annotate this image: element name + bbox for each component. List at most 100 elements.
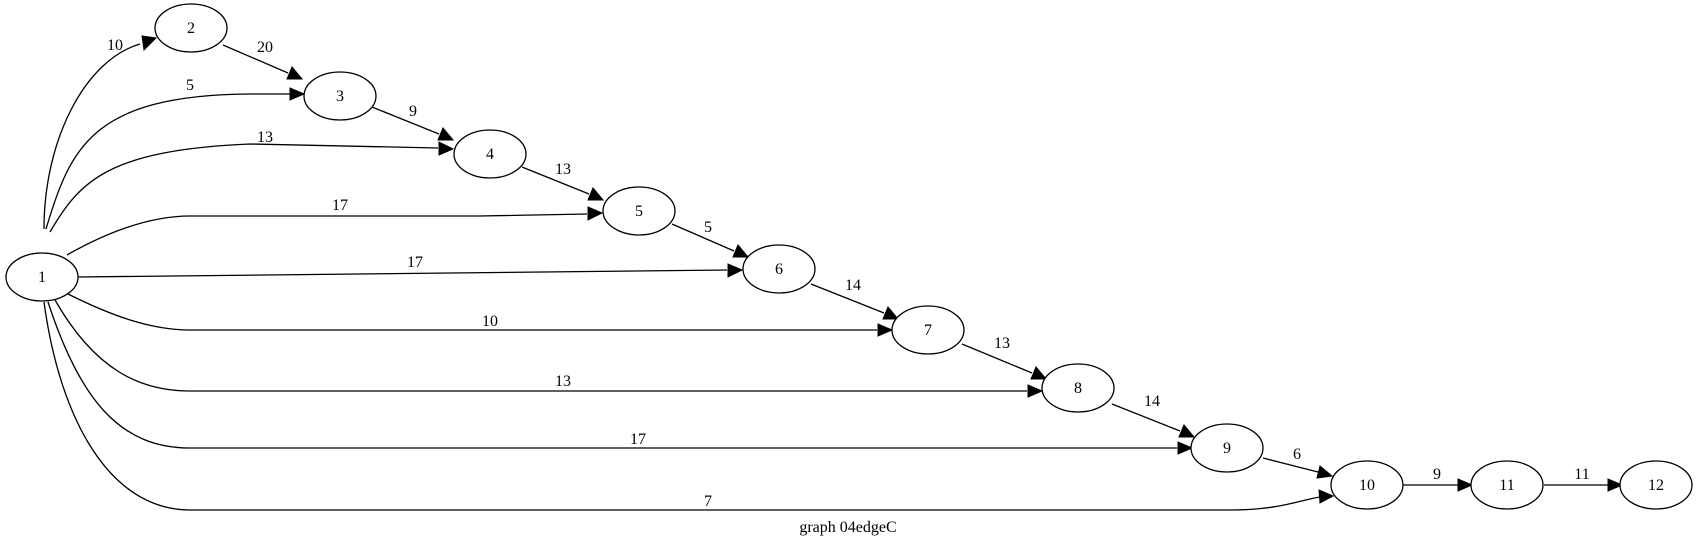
arrowhead: [587, 206, 604, 221]
arrowhead: [438, 141, 455, 156]
node-ellipse: [1470, 460, 1544, 510]
edge-label: 13: [257, 129, 273, 146]
edge-label: 20: [257, 39, 273, 56]
arrowhead: [1318, 489, 1335, 504]
edge-1-9: 17: [47, 301, 1194, 455]
node-label: 12: [1648, 477, 1664, 494]
node-7: 7: [891, 305, 965, 355]
edge-label: 5: [186, 77, 194, 94]
arrowhead: [587, 187, 605, 201]
edge-label: 13: [555, 161, 571, 178]
edge-1-4: 13: [49, 129, 455, 233]
edge-path: [47, 301, 1177, 449]
node-ellipse: [891, 305, 965, 355]
edge-1-5: 17: [66, 197, 604, 256]
node-label: 9: [1223, 440, 1231, 457]
edge-1-6: 17: [77, 254, 744, 278]
edge-path: [371, 106, 440, 135]
node-label: 8: [1074, 380, 1082, 397]
edge-label: 13: [555, 373, 571, 390]
arrowhead: [1030, 366, 1048, 380]
edge-1-8: 13: [54, 299, 1044, 398]
node-2: 2: [154, 3, 228, 53]
edge-7-8: 13: [961, 335, 1048, 380]
edge-5-6: 5: [671, 219, 750, 258]
node-6: 6: [742, 244, 816, 294]
node-label: 4: [486, 146, 494, 163]
node-label: 11: [1499, 477, 1514, 494]
edge-path: [961, 343, 1033, 374]
edge-label: 9: [1433, 466, 1441, 483]
edge-1-2: 10: [43, 35, 158, 230]
edge-8-9: 14: [1111, 393, 1196, 438]
edge-path: [1262, 457, 1319, 473]
edge-4-5: 13: [521, 161, 605, 201]
edge-path: [66, 213, 588, 256]
edge-path: [77, 269, 728, 278]
arrowhead: [1457, 478, 1474, 492]
arrowhead: [1177, 441, 1194, 455]
node-label: 2: [187, 20, 195, 37]
node-ellipse: [1041, 363, 1115, 413]
edge-6-7: 14: [810, 277, 900, 320]
node-label: 3: [336, 88, 344, 105]
edge-path: [222, 44, 289, 74]
edge-label: 9: [409, 103, 417, 120]
graph-title: graph 04edgeC: [799, 519, 896, 536]
node-10: 10: [1330, 460, 1404, 510]
arrowhead: [882, 306, 900, 320]
node-ellipse: [5, 252, 79, 302]
node-4: 4: [453, 129, 527, 179]
node-label: 7: [924, 322, 932, 339]
edge-label: 5: [704, 219, 712, 236]
edge-label: 17: [332, 197, 348, 214]
node-ellipse: [1619, 460, 1693, 510]
node-3: 3: [303, 71, 377, 121]
node-12: 12: [1619, 460, 1693, 510]
edge-label: 6: [1293, 446, 1301, 463]
node-ellipse: [1330, 460, 1404, 510]
arrowhead: [727, 263, 744, 278]
node-ellipse: [154, 3, 228, 53]
arrowhead: [141, 35, 158, 52]
node-ellipse: [602, 186, 676, 236]
edge-path: [43, 43, 141, 230]
node-ellipse: [1190, 423, 1264, 473]
edge-path: [1111, 403, 1181, 432]
edge-label: 10: [107, 37, 123, 54]
edge-2-3: 20: [222, 39, 304, 80]
edge-3-4: 9: [371, 103, 455, 141]
edge-9-10: 6: [1262, 446, 1334, 479]
edge-path: [54, 299, 1027, 392]
arrowhead: [437, 127, 455, 141]
arrowhead: [289, 87, 306, 101]
edge-path: [67, 293, 877, 331]
arrowhead: [877, 323, 894, 337]
node-label: 10: [1359, 477, 1375, 494]
node-1: 1: [5, 252, 79, 302]
edge-label: 17: [407, 254, 423, 271]
arrowhead: [286, 66, 304, 80]
edge-1-7: 10: [67, 293, 894, 337]
edge-label: 13: [994, 335, 1010, 352]
edge-10-11: 9: [1403, 466, 1474, 492]
node-ellipse: [303, 71, 377, 121]
edge-path: [43, 301, 1321, 511]
edge-label: 17: [630, 431, 646, 448]
arrowhead: [1607, 478, 1624, 492]
node-label: 5: [635, 203, 643, 220]
node-label: 1: [38, 269, 46, 286]
edge-label: 11: [1574, 466, 1589, 483]
node-label: 6: [775, 261, 783, 278]
edge-1-10: 7: [43, 301, 1335, 511]
arrowhead: [1316, 465, 1334, 479]
node-5: 5: [602, 186, 676, 236]
arrowhead: [732, 244, 750, 258]
edge-path: [49, 143, 439, 233]
node-11: 11: [1470, 460, 1544, 510]
edge-path: [521, 166, 590, 195]
edge-path: [45, 93, 290, 230]
edge-label: 14: [1144, 393, 1160, 410]
edge-11-12: 11: [1544, 466, 1624, 492]
